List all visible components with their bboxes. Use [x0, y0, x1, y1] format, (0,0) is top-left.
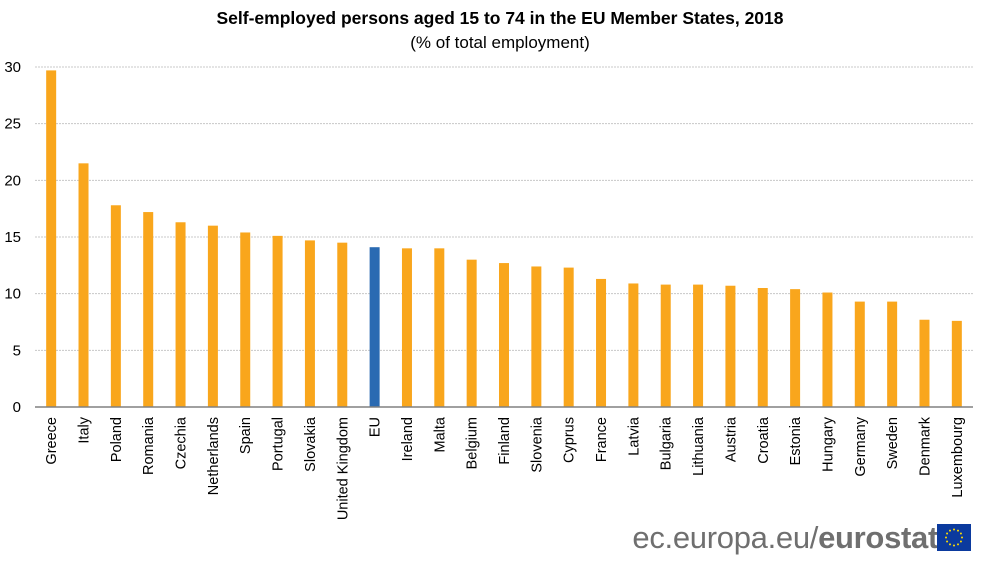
x-tick-label: Slovakia	[303, 416, 319, 472]
x-axis-ticks: Greece Italy Poland Romania Czechia Netherlan…	[44, 416, 966, 520]
footer-brand: eurostat	[818, 520, 938, 555]
bar-united-kingdom	[337, 242, 348, 407]
x-tick-label: Finland	[497, 417, 513, 465]
bar-netherlands	[207, 225, 218, 407]
x-tick-label: Croatia	[756, 416, 772, 464]
x-tick-label: Ireland	[400, 417, 416, 461]
bar-ireland	[401, 248, 412, 407]
x-tick-label: Bulgaria	[659, 416, 675, 470]
flag-star	[946, 532, 949, 535]
flag-star	[961, 536, 963, 539]
flag-star	[959, 532, 962, 535]
x-tick-label: Austria	[723, 416, 739, 462]
x-tick-label: Slovenia	[529, 416, 545, 473]
y-tick-label: 15	[4, 229, 21, 246]
x-tick-label: France	[594, 417, 610, 462]
flag-star	[949, 529, 951, 532]
bar-greece	[46, 70, 57, 408]
x-tick-label: Germany	[853, 416, 869, 476]
bar-latvia	[628, 283, 639, 407]
bar-lithuania	[693, 284, 704, 407]
bar-hungary	[822, 292, 833, 407]
x-tick-label: Poland	[109, 417, 125, 462]
x-tick-label: Latvia	[626, 416, 642, 456]
bar-finland	[499, 263, 509, 407]
bar-bulgaria	[660, 284, 671, 407]
flag-star	[957, 529, 959, 532]
x-tick-label: Italy	[77, 416, 93, 443]
footer-domain: ec.europa.eu/	[632, 520, 819, 555]
bar-malta	[434, 248, 445, 407]
chart-title: Self-employed persons aged 15 to 74 in t…	[216, 8, 784, 28]
footer-source[interactable]: ec.europa.eu/eurostat	[632, 520, 938, 556]
bar-belgium	[466, 259, 477, 407]
flag-star	[945, 536, 947, 539]
x-tick-label: Denmark	[917, 416, 933, 476]
bar-italy	[78, 163, 89, 407]
x-tick-label: Sweden	[885, 417, 901, 469]
bar-chart: 0 5 10 15 20 25 30 Greece Italy Poland Romania Cze…	[4, 59, 973, 520]
x-tick-label: EU	[368, 417, 384, 437]
bar-sweden	[887, 301, 898, 407]
y-tick-label: 25	[4, 116, 21, 133]
flag-star	[953, 528, 955, 531]
flag-star	[957, 543, 959, 546]
bar-estonia	[790, 289, 801, 407]
x-tick-label: Belgium	[465, 417, 481, 469]
x-tick-label: United Kingdom	[335, 417, 351, 520]
bar-poland	[110, 205, 121, 407]
y-tick-label: 5	[13, 342, 21, 359]
x-tick-label: Luxembourg	[950, 417, 966, 498]
x-tick-label: Portugal	[271, 417, 287, 471]
bar-portugal	[272, 235, 283, 407]
chart-subtitle: (% of total employment)	[410, 33, 590, 52]
x-tick-label: Greece	[44, 417, 60, 465]
x-tick-label: Estonia	[788, 416, 804, 465]
bar-slovakia	[304, 240, 315, 407]
flag-star	[959, 540, 962, 543]
bar-slovenia	[531, 266, 542, 407]
x-tick-label: Netherlands	[206, 417, 222, 495]
x-tick-label: Romania	[141, 416, 157, 475]
x-tick-label: Czechia	[174, 416, 190, 469]
x-tick-label: Hungary	[820, 416, 836, 472]
bar-france	[596, 278, 607, 407]
y-axis-ticks: 0 5 10 15 20 25 30	[4, 59, 21, 416]
flag-star	[946, 540, 949, 543]
y-tick-label: 20	[4, 172, 21, 189]
bar-denmark	[919, 319, 930, 407]
bar-spain	[240, 232, 251, 407]
x-tick-label: Cyprus	[562, 417, 578, 463]
bar-cyprus	[563, 267, 574, 407]
bar-romania	[143, 212, 154, 407]
y-tick-label: 10	[4, 286, 21, 303]
flag-star	[953, 544, 955, 547]
flag-star	[949, 543, 951, 546]
x-tick-label: Malta	[432, 416, 448, 452]
bar-austria	[725, 285, 736, 407]
eu-flag-icon	[937, 524, 971, 551]
x-tick-label: Spain	[238, 417, 254, 454]
bar-germany	[854, 301, 865, 407]
bar-luxembourg	[951, 320, 962, 407]
bar-czechia	[175, 222, 186, 407]
bar-eu	[369, 247, 380, 407]
x-tick-label: Lithuania	[691, 416, 707, 476]
y-tick-label: 0	[13, 399, 21, 416]
bar-croatia	[757, 288, 768, 407]
bars	[46, 70, 962, 408]
y-tick-label: 30	[4, 59, 21, 76]
